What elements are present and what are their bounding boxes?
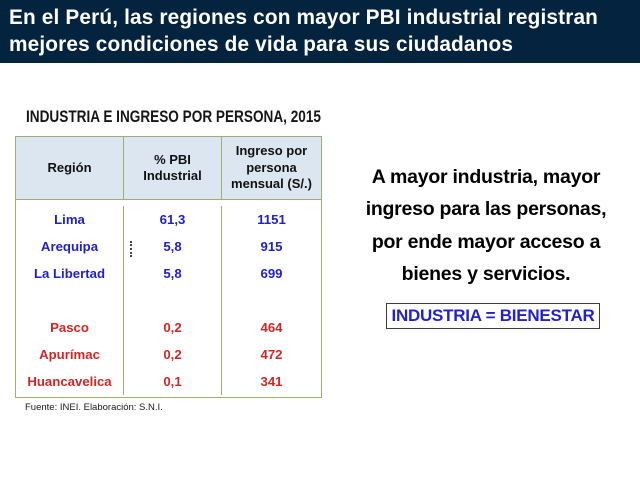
table-row-la-libertad: La Libertad 5,8 699	[16, 260, 321, 287]
slide-title-line1: En el Perú, las regiones con mayor PBI i…	[9, 6, 599, 29]
table-header-row: Región % PBI Industrial Ingreso por pers…	[16, 137, 321, 200]
cell-ingreso: 341	[221, 368, 321, 395]
cell-ingreso: 472	[221, 341, 321, 368]
column-header-ingreso: Ingreso por persona mensual (S/.)	[221, 137, 321, 199]
slide-title-bar: En el Perú, las regiones con mayor PBI i…	[0, 0, 640, 63]
cell-ingreso: 1151	[221, 206, 321, 233]
cell-region: Huancavelica	[27, 374, 112, 389]
table-body: Lima 61,3 1151 Arequipa 5,8 915 La Liber…	[16, 200, 321, 397]
cell-ingreso: 915	[221, 233, 321, 260]
cell-pbi: 0,1	[123, 368, 221, 395]
cell-pbi: 5,8	[123, 260, 221, 287]
industry-income-table: Región % PBI Industrial Ingreso por pers…	[15, 136, 322, 398]
key-message: A mayor industria, mayor ingreso para la…	[365, 166, 607, 286]
column-header-region: Región	[47, 159, 92, 175]
industria-bienestar-box: INDUSTRIA = BIENESTAR	[386, 303, 600, 329]
cell-pbi: 0,2	[123, 314, 221, 341]
source-note: Fuente: INEI. Elaboración: S.N.I.	[25, 402, 163, 413]
table-row-spacer	[16, 287, 321, 314]
table-row-huancavelica: Huancavelica 0,1 341	[16, 368, 321, 395]
omitted-rows-ellipsis-icon	[130, 241, 132, 257]
cell-region	[16, 287, 123, 314]
table-row-lima: Lima 61,3 1151	[16, 206, 321, 233]
cell-region: Apurímac	[39, 347, 100, 362]
cell-pbi: 5,8	[123, 233, 221, 260]
cell-pbi: 0,2	[123, 341, 221, 368]
industria-bienestar-label: INDUSTRIA = BIENESTAR	[391, 306, 595, 325]
slide-title-line2: mejores condiciones de vida para sus ciu…	[9, 33, 514, 56]
cell-region: La Libertad	[33, 266, 106, 281]
cell-pbi	[123, 287, 221, 314]
cell-ingreso: 464	[221, 314, 321, 341]
table-row-arequipa: Arequipa 5,8 915	[16, 233, 321, 260]
table-row-apurimac: Apurímac 0,2 472	[16, 341, 321, 368]
cell-region: Lima	[54, 212, 85, 227]
cell-ingreso: 699	[221, 260, 321, 287]
cell-region: Arequipa	[40, 239, 99, 254]
table-title: INDUSTRIA E INGRESO POR PERSONA, 2015	[26, 107, 321, 126]
cell-region: Pasco	[50, 320, 89, 335]
cell-ingreso	[221, 287, 321, 314]
cell-pbi: 61,3	[123, 206, 221, 233]
table-row-pasco: Pasco 0,2 464	[16, 314, 321, 341]
column-header-pbi: % PBI Industrial	[123, 137, 221, 199]
